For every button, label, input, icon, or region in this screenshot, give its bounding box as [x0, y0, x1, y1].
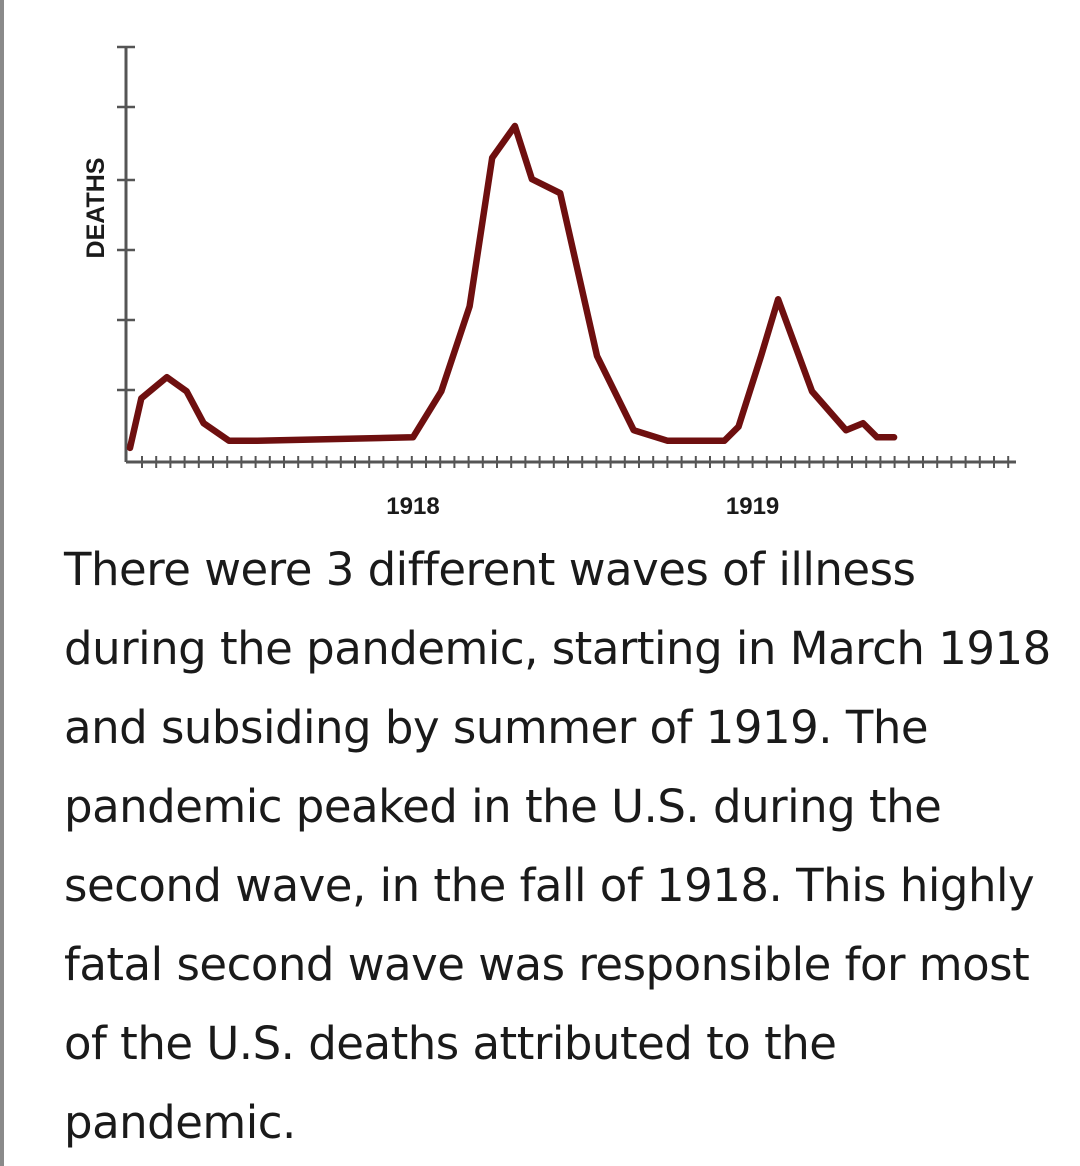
x-axis-tick-labels: 1918 1919 — [386, 493, 779, 520]
x-tick-label-1919: 1919 — [726, 493, 779, 520]
x-axis-minor-ticks — [141, 456, 1010, 468]
caption-text: There were 3 different waves of illness … — [64, 543, 1051, 1149]
y-axis-ticks — [117, 45, 135, 392]
y-axis-label: DEATHS — [82, 158, 110, 259]
left-border — [0, 0, 4, 1166]
x-tick-label-1918: 1918 — [386, 493, 439, 520]
deaths-line-chart: DEATHS 1918 1919 — [82, 45, 1016, 520]
deaths-series-line — [126, 122, 898, 452]
